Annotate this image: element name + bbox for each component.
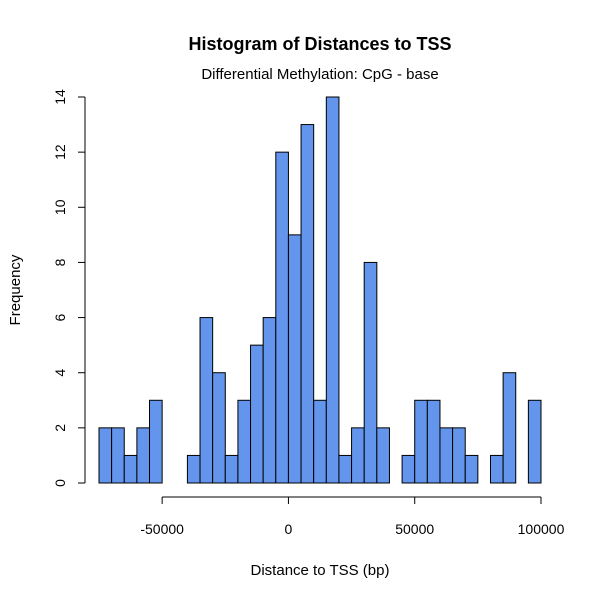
histogram-bar bbox=[98, 427, 113, 484]
y-tick-label: 14 bbox=[52, 89, 68, 105]
histogram-bar bbox=[224, 454, 239, 484]
histogram-bar bbox=[338, 454, 353, 484]
histogram-bar bbox=[136, 427, 151, 484]
x-tick-label: 0 bbox=[285, 521, 293, 537]
histogram-bar bbox=[186, 454, 201, 484]
y-tick-label: 10 bbox=[52, 199, 68, 215]
histogram-bar bbox=[199, 317, 214, 484]
y-tick-label: 6 bbox=[52, 313, 68, 321]
histogram-bar bbox=[439, 427, 454, 484]
histogram-bar bbox=[300, 124, 315, 484]
histogram-bar bbox=[287, 234, 302, 484]
y-tick-label: 2 bbox=[52, 424, 68, 432]
histogram-bar bbox=[464, 454, 479, 484]
histogram-bar bbox=[426, 399, 441, 484]
x-tick-label: 100000 bbox=[518, 521, 565, 537]
histogram-bar bbox=[123, 454, 138, 484]
y-axis: 0 2 4 6 8 10 12 14 bbox=[52, 89, 86, 487]
x-tick-label: 50000 bbox=[395, 521, 434, 537]
histogram-bar bbox=[351, 427, 365, 484]
histogram-bar bbox=[489, 454, 504, 484]
histogram-bar bbox=[401, 454, 416, 484]
histogram-bar bbox=[250, 344, 264, 484]
histogram-bar bbox=[262, 317, 277, 484]
histogram-bar bbox=[212, 372, 226, 484]
x-tick-label: -50000 bbox=[140, 521, 184, 537]
histogram-bar bbox=[275, 151, 289, 484]
bars-group bbox=[98, 96, 542, 484]
histogram-bar bbox=[149, 399, 163, 484]
histogram-bar bbox=[111, 427, 125, 484]
histogram-bar bbox=[325, 96, 340, 484]
x-axis: -50000 0 50000 100000 bbox=[140, 496, 565, 537]
histogram-bar bbox=[313, 399, 327, 484]
histogram-bar bbox=[527, 399, 542, 484]
histogram-bar bbox=[414, 399, 428, 484]
histogram-bar bbox=[376, 427, 390, 484]
y-axis-label: Frequency bbox=[7, 254, 24, 325]
y-tick-label: 8 bbox=[52, 258, 68, 266]
histogram-bar bbox=[363, 261, 378, 484]
histogram-bar bbox=[502, 372, 517, 484]
chart-title: Histogram of Distances to TSS bbox=[188, 34, 451, 54]
chart-subtitle: Differential Methylation: CpG - base bbox=[201, 66, 438, 83]
histogram-bar bbox=[237, 399, 252, 484]
y-tick-label: 12 bbox=[52, 144, 68, 160]
y-tick-label: 4 bbox=[52, 369, 68, 377]
histogram-bar bbox=[452, 427, 466, 484]
y-tick-label: 0 bbox=[52, 479, 68, 487]
x-axis-label: Distance to TSS (bp) bbox=[251, 562, 390, 579]
